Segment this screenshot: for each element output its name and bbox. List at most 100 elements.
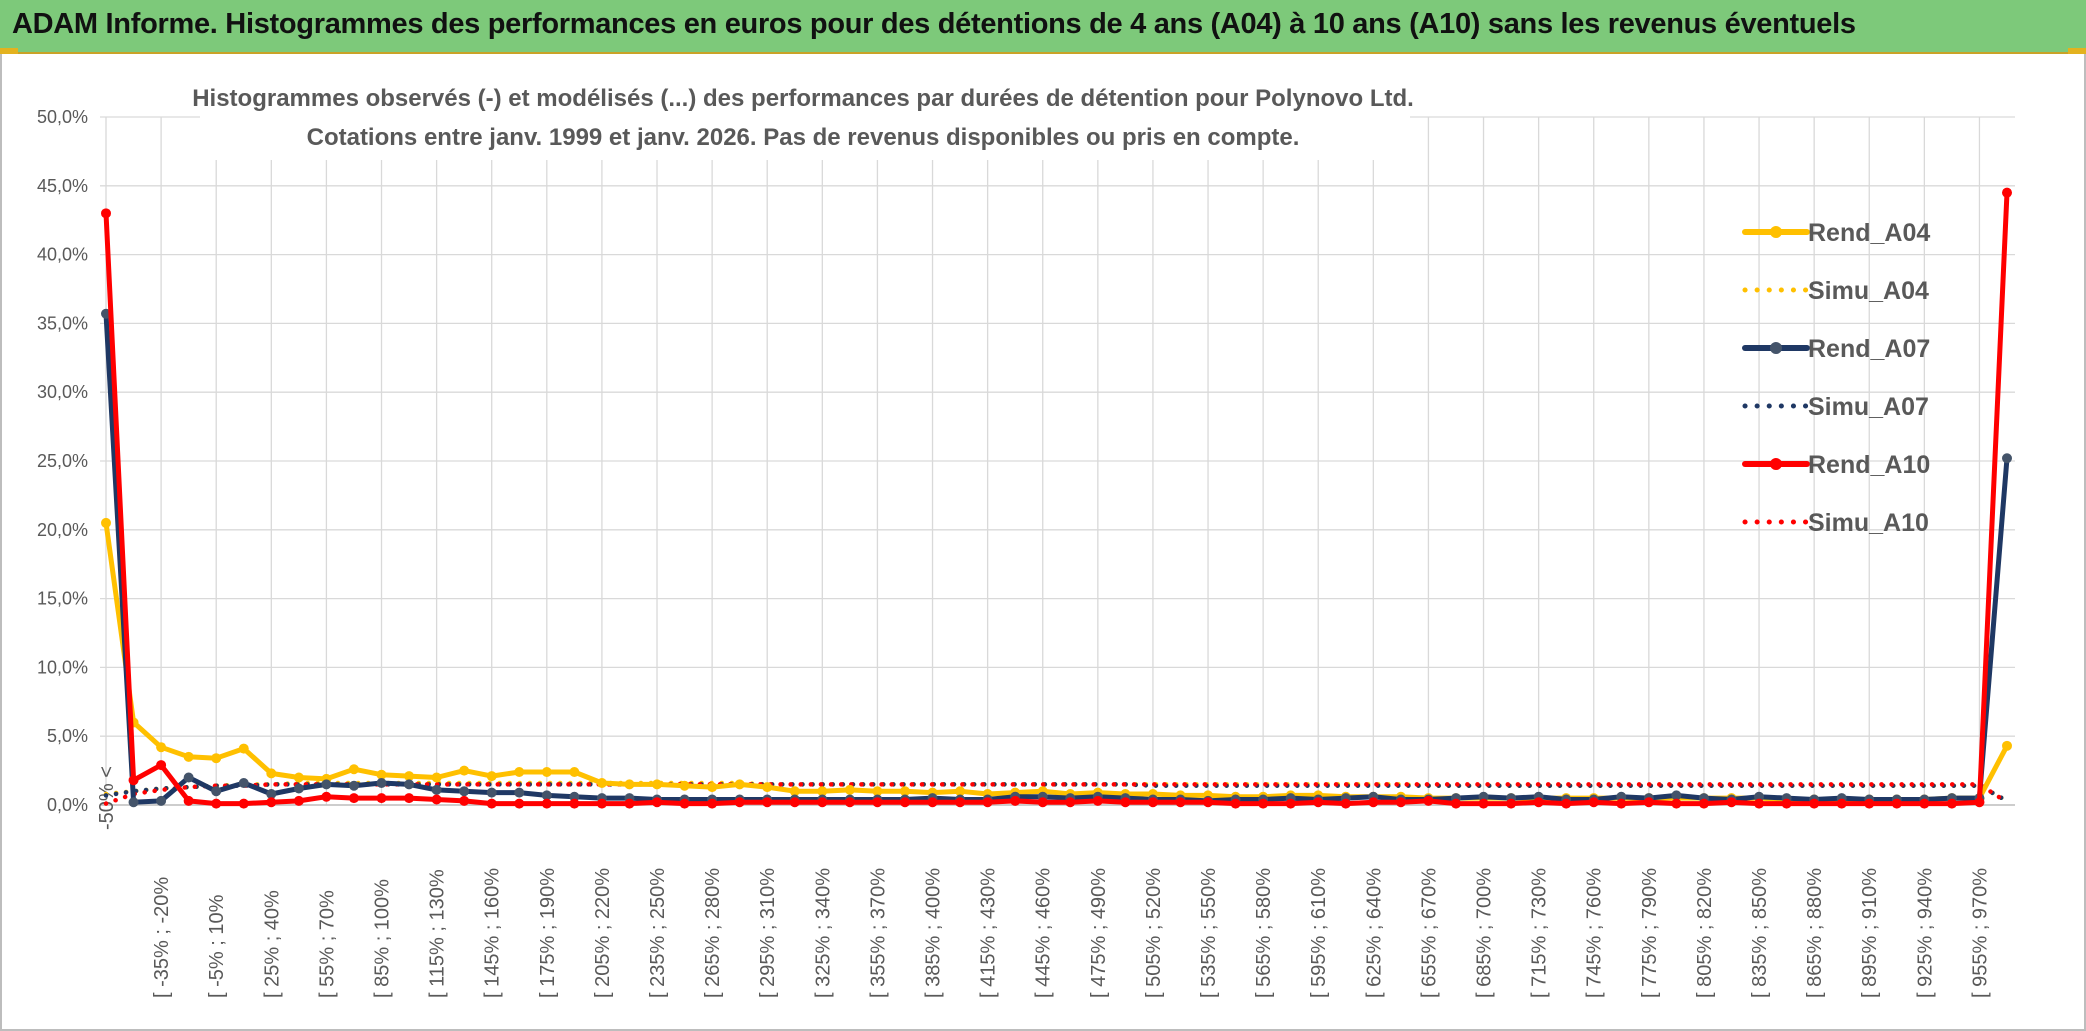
data-point-rend_a10	[101, 208, 111, 219]
x-tick-label: [ 235% ; 250%	[647, 868, 669, 998]
x-tick-label: [ 445% ; 460%	[1033, 868, 1055, 998]
data-point-rend_a04	[652, 779, 663, 790]
data-point-rend_a10	[1671, 798, 1682, 809]
data-point-rend_a04	[238, 743, 249, 754]
data-point-rend_a07	[211, 786, 222, 797]
data-point-rend_a07	[486, 787, 497, 798]
data-point-rend_a10	[541, 798, 552, 809]
data-point-rend_a04	[596, 777, 607, 788]
x-tick-label: [ 355% ; 370%	[867, 868, 889, 998]
data-point-rend_a10	[348, 793, 359, 804]
data-point-rend_a04	[293, 772, 304, 783]
x-tick-label: [ 115% ; 130%	[427, 869, 449, 998]
data-point-rend_a10	[1533, 797, 1544, 808]
x-tick-label: [ 745% ; 760%	[1584, 868, 1606, 998]
data-point-rend_a10	[1616, 798, 1627, 809]
data-point-rend_a10	[376, 793, 387, 804]
data-point-rend_a10	[1506, 798, 1517, 809]
data-point-rend_a04	[2002, 740, 2012, 751]
data-point-rend_a07	[1671, 790, 1682, 801]
data-point-rend_a07	[293, 783, 304, 794]
legend-marker-rend_a04	[1770, 226, 1782, 238]
y-tick-label: 0,0%	[47, 795, 88, 815]
legend-label-rend_a10: Rend_A10	[1808, 451, 1930, 479]
data-point-rend_a10	[1230, 798, 1241, 809]
data-point-rend_a10	[183, 795, 194, 806]
y-tick-label: 30,0%	[37, 382, 88, 402]
data-point-rend_a07	[183, 772, 194, 783]
data-point-rend_a04	[679, 780, 690, 791]
data-point-rend_a04	[404, 771, 415, 782]
data-point-rend_a10	[1450, 798, 1461, 809]
data-point-rend_a10	[1864, 798, 1875, 809]
x-tick-label: [ 865% ; 880%	[1804, 868, 1826, 998]
data-point-rend_a07	[348, 780, 359, 791]
data-point-rend_a10	[1946, 798, 1957, 809]
data-point-rend_a04	[707, 782, 718, 793]
legend-label-rend_a04: Rend_A04	[1808, 219, 1930, 247]
x-tick-label: [ 385% ; 400%	[923, 868, 945, 998]
x-tick-label: [ 55% ; 70%	[316, 890, 338, 998]
data-point-rend_a10	[927, 797, 938, 808]
x-tick-label: [ 955% ; 970%	[1969, 868, 1991, 998]
data-point-rend_a10	[569, 798, 580, 809]
data-point-rend_a07	[266, 788, 277, 799]
data-point-rend_a10	[1285, 798, 1296, 809]
data-point-rend_a07	[404, 779, 415, 790]
data-point-rend_a10	[1809, 798, 1820, 809]
data-point-rend_a10	[266, 797, 277, 808]
data-point-rend_a04	[486, 771, 497, 782]
data-point-rend_a04	[734, 779, 745, 790]
x-tick-label: [ 25% ; 40%	[261, 890, 283, 998]
data-point-rend_a10	[1175, 797, 1186, 808]
data-point-rend_a07	[1478, 791, 1489, 802]
data-point-rend_a10	[1836, 798, 1847, 809]
data-point-rend_a10	[899, 797, 910, 808]
data-point-rend_a10	[1340, 798, 1351, 809]
data-point-rend_a10	[1726, 797, 1737, 808]
x-tick-label: [ 595% ; 610%	[1308, 868, 1330, 998]
data-point-rend_a04	[899, 786, 910, 797]
report-title: ADAM Informe. Histogrammes des performan…	[12, 8, 1856, 40]
data-point-rend_a10	[1203, 797, 1214, 808]
chart-subtitle: Cotations entre janv. 1999 et janv. 2026…	[307, 124, 1300, 151]
data-point-rend_a04	[211, 753, 222, 764]
data-point-rend_a10	[762, 797, 773, 808]
x-tick-label: [ 145% ; 160%	[482, 868, 504, 998]
data-point-rend_a10	[844, 797, 855, 808]
data-point-rend_a04	[376, 769, 387, 780]
data-point-rend_a04	[348, 764, 359, 775]
data-point-rend_a04	[569, 766, 580, 777]
series-line-rend_a07	[103, 311, 2010, 805]
data-point-rend_a04	[541, 766, 552, 777]
legend-label-simu_a04: Simu_A04	[1808, 277, 1929, 305]
header-corner-right	[2068, 48, 2086, 54]
x-tick-label: [ 925% ; 940%	[1914, 868, 1936, 998]
data-point-rend_a10	[238, 798, 249, 809]
chart-grid	[100, 116, 2015, 806]
chart-legend: Rend_A04 Simu_A04 Rend_A07 Simu_A07 Rend_A10…	[1742, 219, 1930, 537]
data-point-rend_a10	[734, 797, 745, 808]
data-point-rend_a10	[321, 791, 332, 802]
data-point-rend_a10	[1065, 797, 1076, 808]
x-tick-label: [ 775% ; 790%	[1639, 868, 1661, 998]
x-tick-label: [ 85% ; 100%	[372, 879, 394, 998]
data-point-rend_a07	[459, 786, 470, 797]
data-point-rend_a10	[789, 797, 800, 808]
data-point-rend_a10	[624, 798, 635, 809]
x-tick-label: [ -35% ; -20%	[151, 877, 173, 998]
data-point-rend_a10	[486, 798, 497, 809]
data-point-rend_a04	[514, 766, 525, 777]
data-point-rend_a07	[514, 787, 525, 798]
x-tick-label: [ 265% ; 280%	[702, 868, 724, 998]
y-tick-label: 25,0%	[37, 451, 88, 471]
data-point-rend_a04	[183, 751, 194, 762]
x-tick-label: [ 205% ; 220%	[592, 868, 614, 998]
data-point-rend_a07	[128, 797, 139, 808]
data-point-rend_a04	[266, 768, 277, 779]
legend-marker-rend_a10	[1770, 458, 1782, 470]
data-point-rend_a10	[1561, 798, 1572, 809]
data-point-rend_a10	[1588, 797, 1599, 808]
data-point-rend_a10	[1754, 798, 1765, 809]
data-point-rend_a10	[1395, 797, 1406, 808]
